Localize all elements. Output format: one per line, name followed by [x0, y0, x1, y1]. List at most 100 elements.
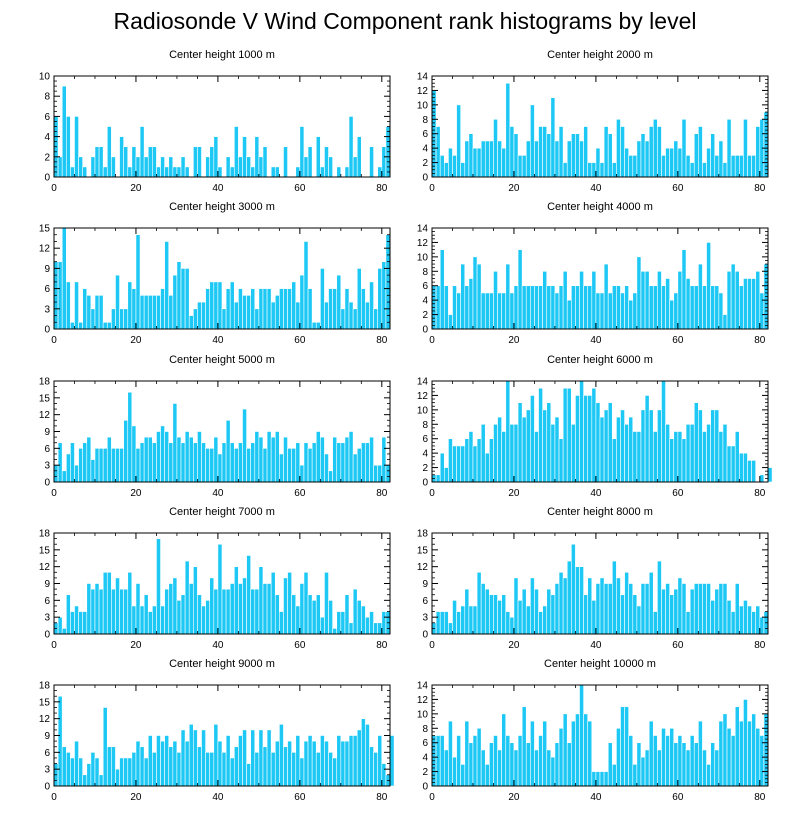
histogram-bar: [599, 416, 605, 483]
histogram-bar: [197, 746, 202, 787]
histogram-bar: [734, 706, 740, 787]
histogram-bar: [702, 583, 707, 635]
histogram-bar: [513, 423, 519, 483]
histogram-bar: [489, 140, 494, 178]
histogram-bar: [624, 706, 629, 787]
y-tick-label: 12: [39, 562, 51, 573]
histogram-bar: [743, 600, 748, 635]
histogram-bar: [143, 295, 149, 330]
histogram-bar: [213, 588, 219, 635]
histogram-bar: [493, 118, 498, 178]
y-tick-label: 0: [44, 173, 50, 184]
histogram-bar: [554, 292, 560, 330]
histogram-bar: [176, 600, 182, 635]
histogram-bar: [279, 723, 284, 787]
x-tick-label: 80: [376, 488, 388, 499]
histogram-bar: [636, 742, 642, 787]
histogram-bar: [373, 308, 379, 330]
histogram-bar: [176, 261, 182, 330]
x-tick-label: 80: [754, 488, 766, 499]
histogram-bar: [439, 249, 445, 330]
histogram-bar: [718, 292, 724, 330]
histogram-bar: [534, 140, 539, 178]
histogram-bar: [344, 288, 350, 330]
histogram-bar: [443, 611, 449, 635]
histogram-bar: [530, 285, 535, 330]
histogram-bar: [587, 720, 593, 787]
histogram-bar: [147, 436, 153, 483]
histogram-bar: [505, 380, 511, 483]
histogram-bar: [254, 588, 260, 635]
histogram-bar: [270, 436, 276, 483]
histogram-bar: [238, 735, 243, 787]
histogram-bar: [143, 436, 149, 483]
histogram-bar: [669, 147, 675, 178]
histogram-bar: [624, 285, 629, 330]
histogram-bar: [291, 448, 297, 483]
histogram-bar: [448, 147, 453, 178]
histogram-bar: [751, 713, 757, 787]
histogram-bar: [193, 146, 198, 178]
histogram-bar: [652, 118, 658, 178]
histogram-bar: [652, 285, 658, 330]
histogram-bar: [542, 126, 548, 178]
histogram-bar: [197, 146, 202, 178]
histogram-bar: [534, 749, 539, 787]
histogram-bar: [571, 285, 576, 330]
y-tick-label: 15: [417, 545, 429, 556]
histogram-bar: [722, 713, 728, 787]
histogram-bar: [238, 156, 243, 178]
histogram-bar: [525, 742, 531, 787]
histogram-bar: [599, 292, 605, 330]
histogram-bar: [82, 774, 88, 787]
histogram-bar: [348, 301, 354, 330]
y-tick-label: 10: [417, 252, 429, 263]
histogram-bar: [184, 166, 190, 178]
histogram-bar: [221, 442, 227, 483]
y-tick-label: 6: [422, 434, 428, 445]
histogram-bar: [156, 735, 161, 787]
histogram-bar: [554, 140, 560, 178]
y-tick-label: 15: [39, 697, 51, 708]
histogram-bar: [229, 583, 235, 635]
histogram-bar: [57, 261, 63, 330]
histogram-bar: [484, 140, 490, 178]
histogram-bar: [439, 452, 445, 483]
histogram-bar: [616, 118, 621, 178]
histogram-bar: [164, 241, 170, 330]
histogram-bar: [468, 431, 474, 483]
panel-title: Center height 6000 m: [547, 354, 653, 366]
histogram-bar: [743, 699, 748, 787]
y-tick-label: 8: [422, 267, 428, 278]
histogram-bar: [751, 611, 757, 635]
x-tick-label: 40: [590, 183, 602, 194]
histogram-bar: [123, 146, 129, 178]
histogram-bar: [739, 285, 744, 330]
histogram-bar: [513, 577, 519, 635]
histogram-bar: [603, 583, 609, 635]
histogram-bar: [361, 718, 366, 787]
histogram-bar: [328, 600, 333, 635]
histogram-bar: [324, 740, 329, 787]
histogram-bar: [262, 448, 268, 483]
histogram-bar: [193, 729, 198, 787]
histogram-bar: [336, 274, 342, 330]
histogram-bar: [476, 263, 482, 330]
histogram-bar: [542, 270, 548, 330]
histogram-bar: [127, 757, 133, 787]
histogram-bar: [501, 431, 507, 483]
histogram-bar: [562, 713, 568, 787]
x-tick-label: 0: [429, 792, 435, 803]
histogram-bar: [607, 292, 613, 330]
histogram-bar: [180, 594, 186, 635]
histogram-bar: [464, 285, 470, 330]
histogram-bar: [611, 764, 617, 787]
histogram-bar: [377, 166, 383, 178]
histogram-bar: [505, 263, 511, 330]
histogram-bar: [90, 752, 96, 787]
histogram-bar: [497, 140, 502, 178]
histogram-bar: [558, 571, 564, 635]
x-tick-label: 60: [672, 183, 684, 194]
histogram-bar: [139, 605, 145, 635]
histogram-bar: [657, 409, 662, 483]
